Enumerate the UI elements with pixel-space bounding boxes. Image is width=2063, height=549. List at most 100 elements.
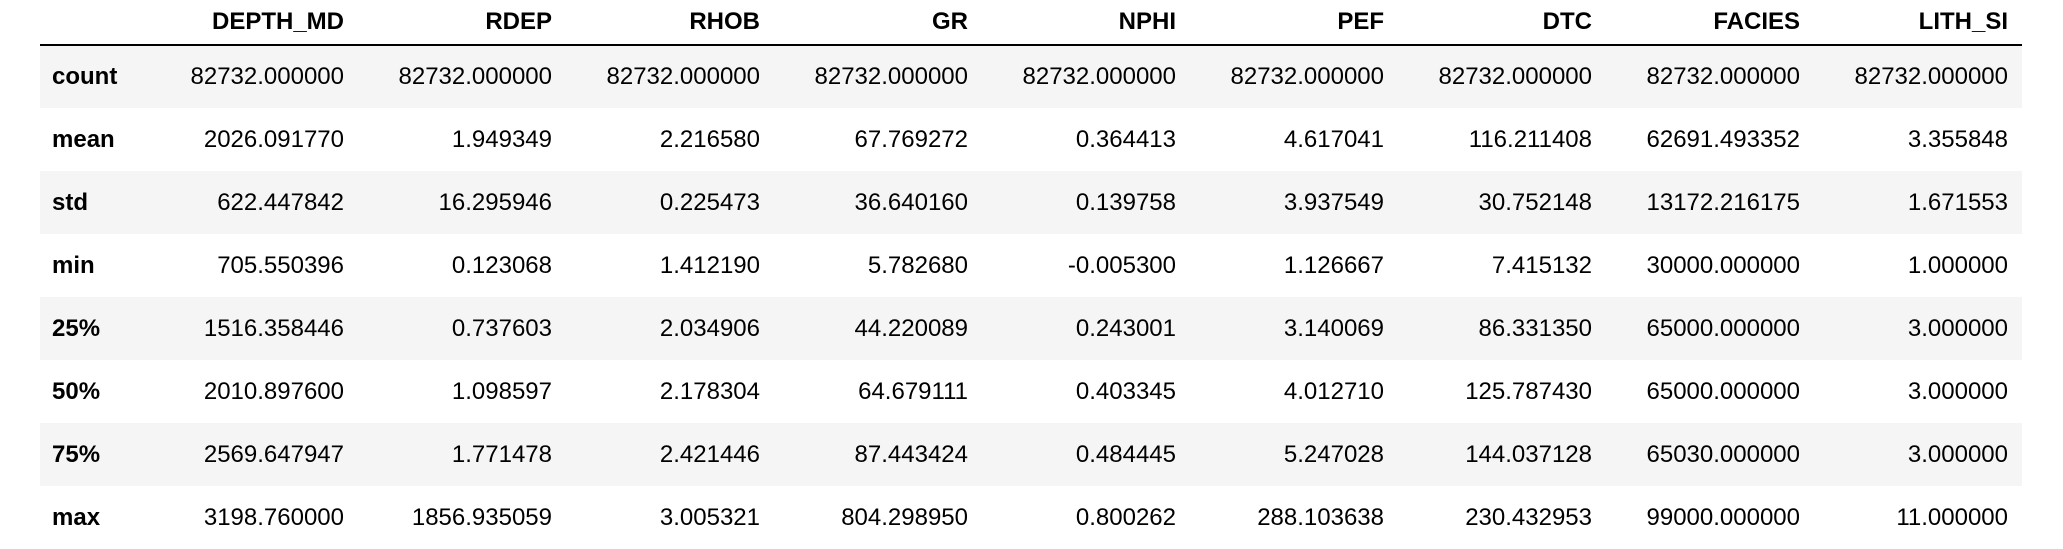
table-header: DEPTH_MD RDEP RHOB GR NPHI PEF DTC FACIE… — [40, 0, 2022, 46]
row-label: std — [52, 188, 88, 216]
table-row: 25% 1516.358446 0.737603 2.034906 44.220089 0… — [40, 297, 2022, 360]
table-cell: 7.415132 — [1491, 251, 1592, 279]
table-cell: 3.140069 — [1283, 314, 1384, 342]
table-cell: 2010.897600 — [203, 377, 344, 405]
table-cell: 82732.000000 — [1230, 63, 1385, 90]
table-cell: 1.098597 — [451, 377, 552, 405]
table-cell: 0.800262 — [1075, 503, 1176, 531]
table-cell: 0.364413 — [1075, 125, 1176, 153]
table-cell: 125.787430 — [1465, 377, 1592, 405]
dataframe-output: DEPTH_MD RDEP RHOB GR NPHI PEF DTC FACIE… — [40, 0, 2022, 549]
table-cell: 65000.000000 — [1646, 377, 1801, 405]
table-cell: 82732.000000 — [1438, 63, 1593, 90]
table-row: count 82732.000000 82732.000000 82732.00000… — [40, 45, 2022, 108]
table-cell: -0.005300 — [1067, 251, 1176, 279]
table-row: min 705.550396 0.123068 1.412190 5.782680 -0.… — [40, 234, 2022, 297]
table-row: mean 2026.091770 1.949349 2.216580 67.769272… — [40, 108, 2022, 171]
column-header: PEF — [1190, 0, 1398, 46]
table-cell: 622.447842 — [217, 188, 344, 216]
table-cell: 5.782680 — [867, 251, 968, 279]
describe-table: DEPTH_MD RDEP RHOB GR NPHI PEF DTC FACIE… — [40, 0, 2022, 549]
table-cell: 3.000000 — [1907, 377, 2008, 405]
table-cell: 65000.000000 — [1646, 314, 1801, 342]
table-cell: 288.103638 — [1257, 503, 1384, 531]
table-cell: 4.012710 — [1283, 377, 1384, 405]
table-cell: 5.247028 — [1283, 440, 1384, 468]
table-cell: 1.771478 — [451, 440, 552, 468]
table-cell: 82732.000000 — [1022, 63, 1177, 90]
table-cell: 82732.000000 — [814, 63, 969, 90]
table-cell: 3.355848 — [1907, 125, 2008, 153]
table-cell: 87.443424 — [854, 440, 968, 468]
table-cell: 82732.000000 — [1854, 63, 2009, 90]
row-label: mean — [52, 125, 115, 153]
table-cell: 0.403345 — [1075, 377, 1176, 405]
column-header: DTC — [1398, 0, 1606, 46]
table-cell: 4.617041 — [1283, 125, 1384, 153]
row-label: 25% — [52, 314, 101, 342]
column-header: RDEP — [358, 0, 566, 46]
table-cell: 65030.000000 — [1646, 440, 1801, 468]
table-cell: 2026.091770 — [203, 125, 344, 153]
table-cell: 144.037128 — [1465, 440, 1592, 468]
table-cell: 82732.000000 — [1646, 63, 1801, 90]
table-cell: 11.000000 — [1896, 503, 2008, 531]
table-cell: 30000.000000 — [1646, 251, 1801, 279]
table-cell: 30.752148 — [1478, 188, 1592, 216]
table-cell: 3.005321 — [659, 503, 760, 531]
table-cell: 1.000000 — [1907, 251, 2008, 279]
row-label: 50% — [52, 377, 101, 405]
table-cell: 3.000000 — [1907, 440, 2008, 468]
table-row: std 622.447842 16.295946 0.225473 36.640160 0… — [40, 171, 2022, 234]
table-cell: 13172.216175 — [1646, 188, 1801, 216]
table-cell: 67.769272 — [854, 125, 968, 153]
row-label: count — [52, 63, 118, 90]
row-label: 75% — [52, 440, 101, 468]
column-header: DEPTH_MD — [150, 0, 358, 46]
column-header: GR — [774, 0, 982, 46]
table-cell: 44.220089 — [854, 314, 968, 342]
table-cell: 64.679111 — [858, 377, 968, 405]
table-cell: 0.737603 — [451, 314, 552, 342]
table-cell: 82732.000000 — [606, 63, 761, 90]
column-header: LITH_SI — [1814, 0, 2022, 46]
table-cell: 0.123068 — [451, 251, 552, 279]
table-cell: 705.550396 — [217, 251, 344, 279]
table-cell: 804.298950 — [841, 503, 968, 531]
header-corner — [40, 0, 150, 46]
column-header: RHOB — [566, 0, 774, 46]
header-row: DEPTH_MD RDEP RHOB GR NPHI PEF DTC FACIE… — [40, 0, 2022, 46]
table-cell: 3198.760000 — [203, 503, 344, 531]
table-cell: 3.000000 — [1907, 314, 2008, 342]
table-cell: 230.432953 — [1465, 503, 1592, 531]
table-cell: 82732.000000 — [398, 63, 553, 90]
table-row: max 3198.760000 1856.935059 3.005321 804.298… — [40, 486, 2022, 549]
table-cell: 0.484445 — [1075, 440, 1176, 468]
row-label: max — [52, 503, 101, 531]
column-header: NPHI — [982, 0, 1190, 46]
table-cell: 16.295946 — [438, 188, 552, 216]
table-cell: 0.139758 — [1075, 188, 1176, 216]
table-cell: 2.034906 — [659, 314, 760, 342]
table-row: 75% 2569.647947 1.771478 2.421446 87.443424 0… — [40, 423, 2022, 486]
table-cell: 99000.000000 — [1646, 503, 1801, 531]
table-cell: 1856.935059 — [411, 503, 552, 531]
table-cell: 2.421446 — [659, 440, 760, 468]
table-cell: 2.178304 — [659, 377, 760, 405]
row-label: min — [52, 251, 95, 279]
table-body: count 82732.000000 82732.000000 82732.00000… — [40, 45, 2022, 549]
table-cell: 1.126667 — [1283, 251, 1384, 279]
table-cell: 82732.000000 — [190, 63, 345, 90]
table-cell: 1516.358446 — [203, 314, 344, 342]
table-cell: 116.211408 — [1468, 125, 1592, 153]
table-cell: 0.225473 — [659, 188, 760, 216]
column-header: FACIES — [1606, 0, 1814, 46]
table-cell: 1.412190 — [659, 251, 760, 279]
table-cell: 86.331350 — [1478, 314, 1592, 342]
table-row: 50% 2010.897600 1.098597 2.178304 64.679111 0… — [40, 360, 2022, 423]
table-cell: 1.671553 — [1907, 188, 2008, 216]
table-cell: 62691.493352 — [1646, 125, 1801, 153]
table-cell: 2569.647947 — [203, 440, 344, 468]
table-cell: 0.243001 — [1075, 314, 1176, 342]
table-cell: 3.937549 — [1283, 188, 1384, 216]
